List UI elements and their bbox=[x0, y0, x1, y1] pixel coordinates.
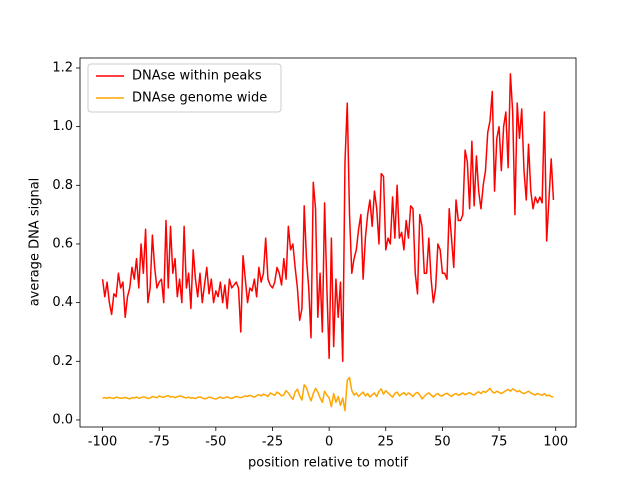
y-tick-label: 1.2 bbox=[52, 60, 73, 75]
y-tick-label: 0.6 bbox=[52, 236, 73, 251]
y-tick-label: 1.0 bbox=[52, 119, 73, 134]
x-tick-label: -50 bbox=[205, 435, 226, 450]
y-tick-label: 0.2 bbox=[52, 354, 73, 369]
x-tick-label: -100 bbox=[88, 435, 118, 450]
x-tick-label: -75 bbox=[149, 435, 170, 450]
series-line bbox=[102, 376, 554, 412]
y-tick-label: 0.8 bbox=[52, 178, 73, 193]
legend-label: DNAse within peaks bbox=[132, 69, 262, 84]
y-tick-label: 0.4 bbox=[52, 295, 73, 310]
y-tick-label: 0.0 bbox=[52, 412, 73, 427]
legend-label: DNAse genome wide bbox=[132, 91, 267, 106]
x-tick-label: -25 bbox=[262, 435, 283, 450]
x-tick-label: 100 bbox=[543, 435, 568, 450]
x-tick-label: 50 bbox=[434, 435, 451, 450]
legend-box bbox=[87, 63, 282, 113]
plot-frame bbox=[79, 57, 577, 428]
series-line bbox=[101, 73, 555, 363]
x-axis-label: position relative to motif bbox=[248, 456, 408, 471]
x-tick-label: 75 bbox=[491, 435, 508, 450]
x-tick-label: 0 bbox=[325, 435, 333, 450]
y-axis-label: average DNA signal bbox=[28, 178, 43, 307]
x-tick-label: 25 bbox=[378, 435, 395, 450]
